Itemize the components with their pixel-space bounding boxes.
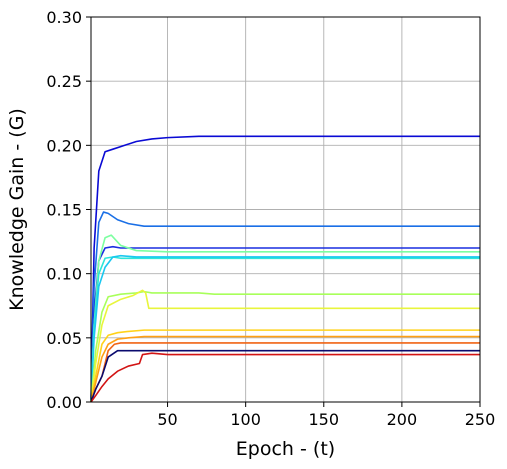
series-line xyxy=(90,290,480,403)
y-tick-label: 0.15 xyxy=(46,201,82,220)
series-line xyxy=(90,135,480,403)
series-line xyxy=(90,211,480,403)
x-tick-label: 250 xyxy=(465,410,496,429)
x-tick-label: 200 xyxy=(387,410,418,429)
series-line xyxy=(90,256,480,403)
series-line xyxy=(90,245,480,403)
series-line xyxy=(90,289,480,403)
y-tick-label: 0.10 xyxy=(46,265,82,284)
x-tick-label: 150 xyxy=(309,410,340,429)
series-line xyxy=(90,342,480,403)
y-axis-label: Knowledge Gain - (G) xyxy=(6,108,28,311)
x-axis-label: Epoch - (t) xyxy=(236,438,335,460)
x-tick-label: 100 xyxy=(230,410,261,429)
series-line xyxy=(90,349,480,403)
y-tick-label: 0.20 xyxy=(46,136,82,155)
series-line xyxy=(90,254,480,403)
series-layer xyxy=(90,135,480,403)
y-tick-label: 0.30 xyxy=(46,8,82,27)
y-axis-ticks: 0.00 0.05 0.10 0.15 0.20 0.25 0.30 xyxy=(46,8,91,412)
grid xyxy=(91,16,481,403)
y-tick-label: 0.00 xyxy=(46,393,82,412)
series-line xyxy=(90,335,480,403)
x-tick-label: 50 xyxy=(157,410,177,429)
x-axis-ticks: 50 100 150 200 250 xyxy=(157,402,495,429)
y-tick-label: 0.25 xyxy=(46,72,82,91)
series-line xyxy=(90,234,480,403)
series-line xyxy=(90,352,480,403)
series-line xyxy=(90,329,480,403)
y-tick-label: 0.05 xyxy=(46,329,82,348)
